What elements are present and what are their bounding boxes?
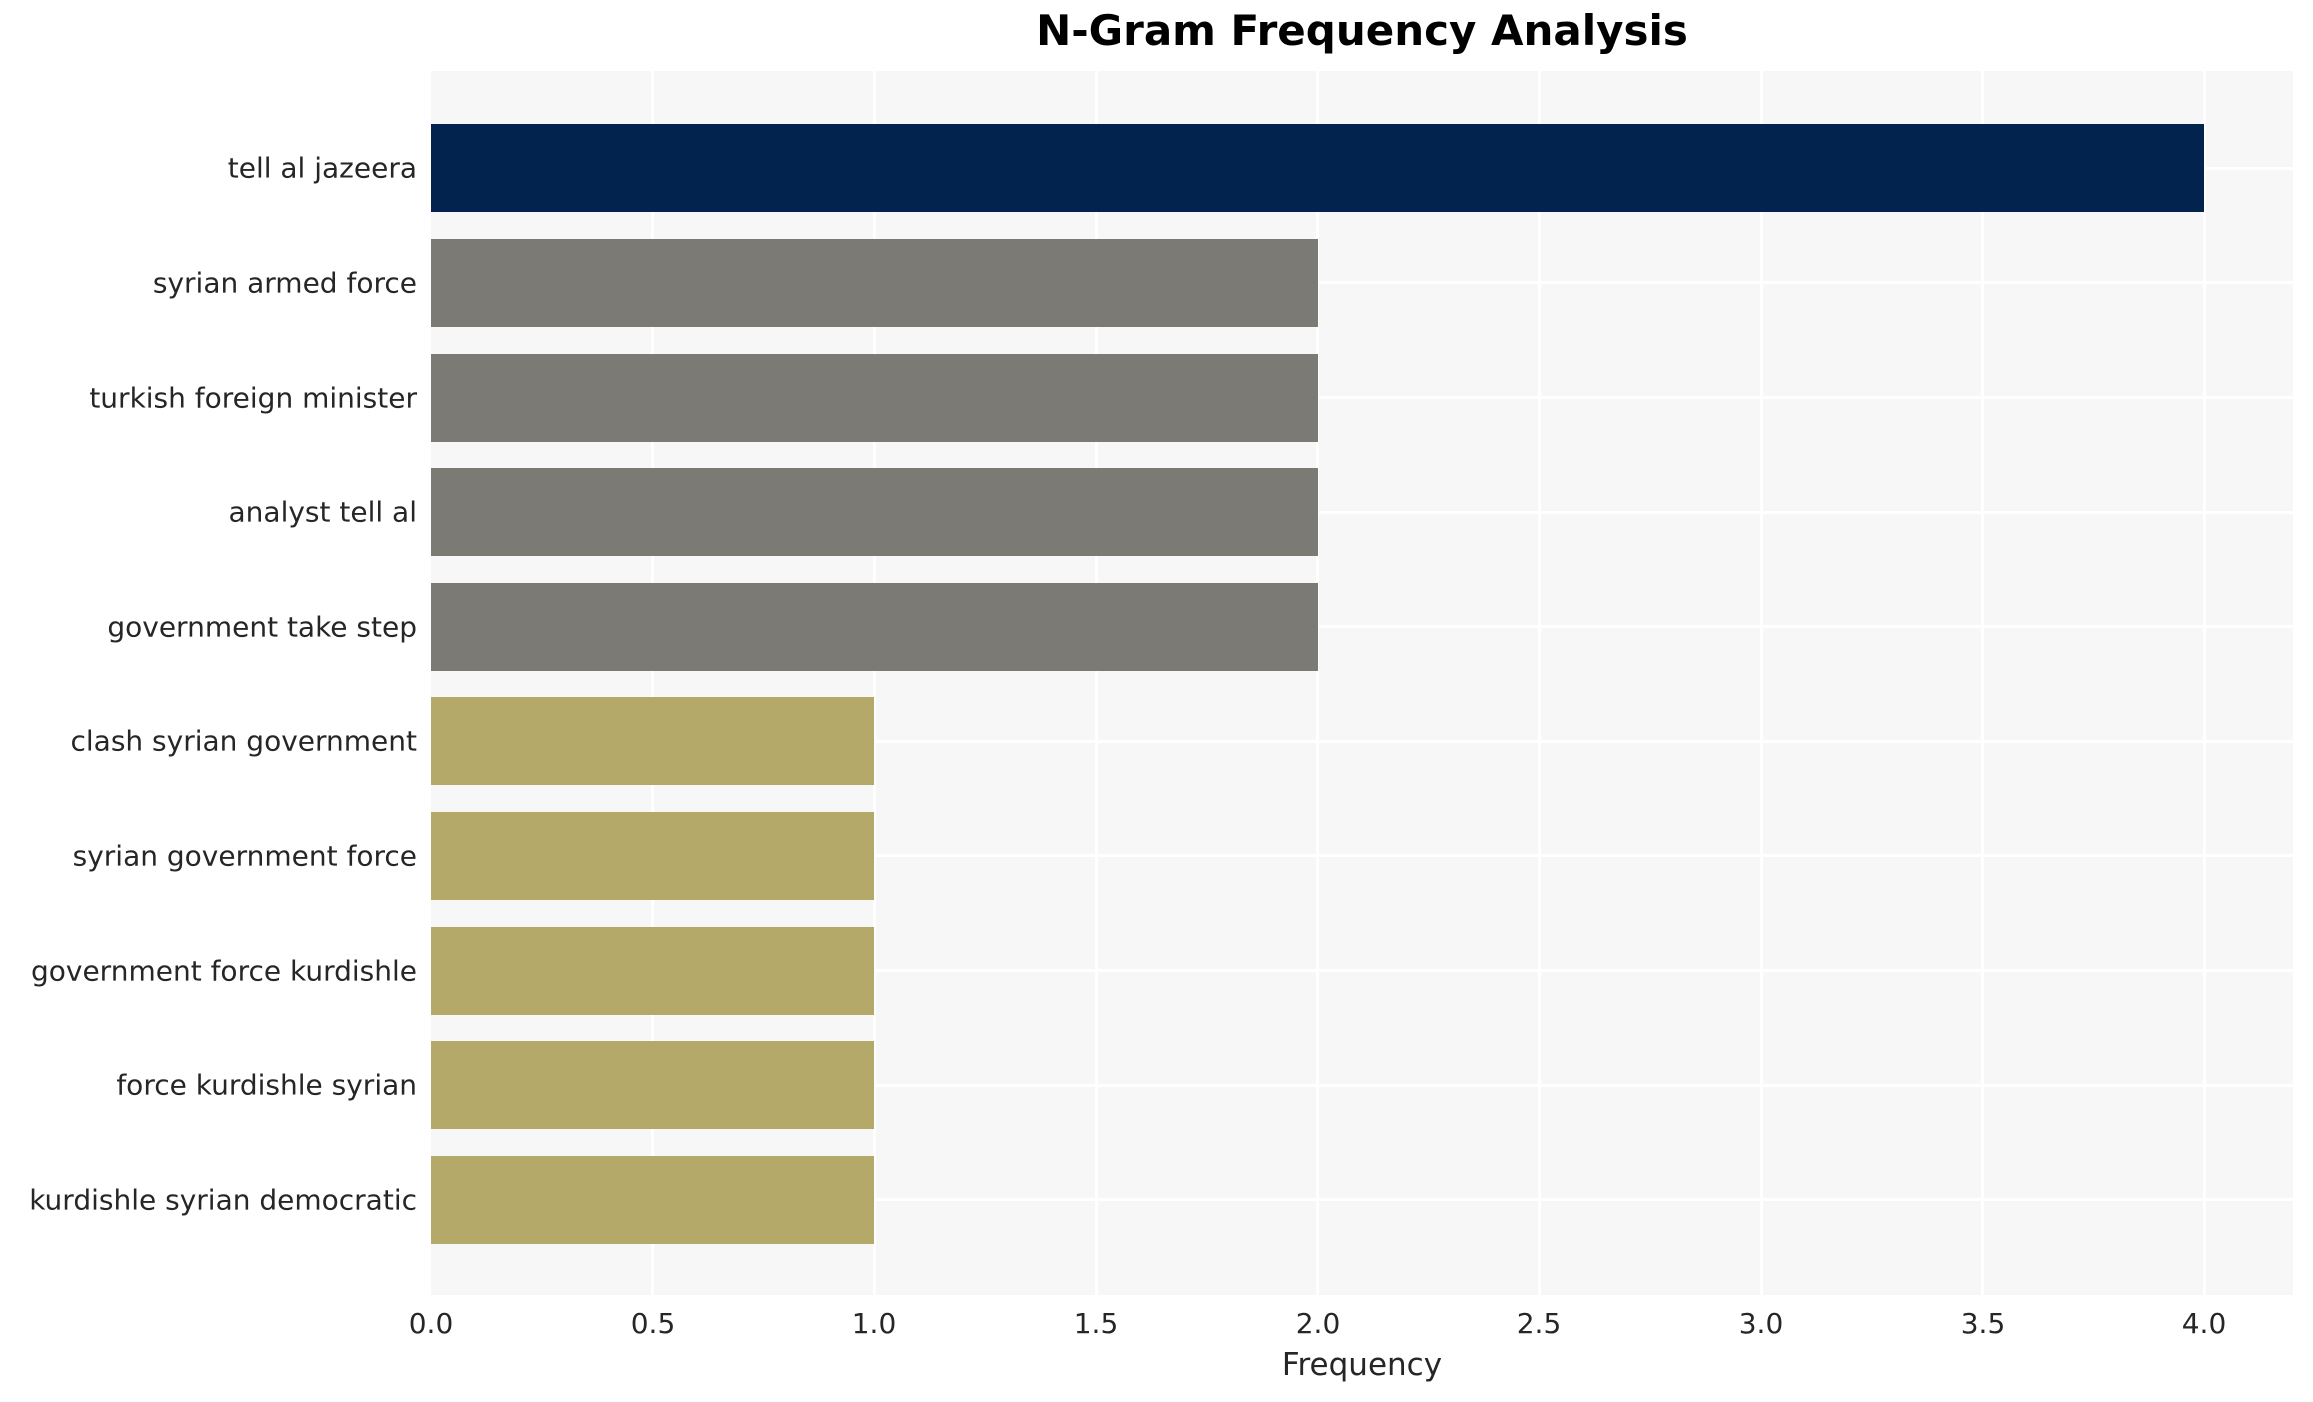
gridline-y-2 (431, 281, 2293, 284)
gridline-x-1.5 (1095, 71, 1098, 1295)
plot-area (431, 71, 2293, 1295)
x-tick-label-3.5: 3.5 (1960, 1307, 2006, 1340)
y-tick-label-kurdishle-syrian-democratic: kurdishle syrian democratic (29, 1183, 417, 1217)
bar-clash-syrian-government (431, 697, 874, 785)
bar-turkish-foreign-minister (431, 354, 1318, 442)
gridline-x-4.0 (2203, 71, 2206, 1295)
y-tick-label-force-kurdishle-syrian: force kurdishle syrian (116, 1068, 417, 1102)
gridline-y-6 (431, 740, 2293, 743)
bar-tell-al-jazeera (431, 124, 2204, 212)
gridline-x-3.5 (1981, 71, 1984, 1295)
x-axis-label: Frequency (1281, 1347, 1443, 1383)
y-tick-label-syrian-government-force: syrian government force (72, 839, 417, 873)
y-tick-label-government-force-kurdishle: government force kurdishle (30, 954, 417, 988)
x-tick-label-4.0: 4.0 (2181, 1307, 2227, 1340)
y-tick-label-clash-syrian-government: clash syrian government (70, 724, 417, 758)
gridline-y-5 (431, 625, 2293, 628)
gridline-x-0.5 (651, 71, 654, 1295)
x-tick-label-1.5: 1.5 (1073, 1307, 1119, 1340)
gridline-y-8 (431, 969, 2293, 972)
chart-title: N-Gram Frequency Analysis (1036, 6, 1688, 55)
bar-government-take-step (431, 583, 1318, 671)
gridline-y-10 (431, 1198, 2293, 1201)
bar-syrian-government-force (431, 812, 874, 900)
bar-kurdishle-syrian-democratic (431, 1156, 874, 1244)
bar-force-kurdishle-syrian (431, 1041, 874, 1129)
bar-government-force-kurdishle (431, 927, 874, 1015)
x-tick-label-2.0: 2.0 (1295, 1307, 1341, 1340)
x-tick-label-3.0: 3.0 (1738, 1307, 1784, 1340)
y-tick-label-turkish-foreign-minister: turkish foreign minister (89, 381, 417, 415)
x-tick-label-0.5: 0.5 (630, 1307, 676, 1340)
x-tick-label-1.0: 1.0 (851, 1307, 897, 1340)
gridline-x-2.0 (1316, 71, 1319, 1295)
gridline-y-3 (431, 396, 2293, 399)
gridline-x-3.0 (1760, 71, 1763, 1295)
gridline-x-2.5 (1538, 71, 1541, 1295)
x-tick-label-2.5: 2.5 (1516, 1307, 1562, 1340)
bar-syrian-armed-force (431, 239, 1318, 327)
y-tick-label-syrian-armed-force: syrian armed force (152, 266, 417, 300)
y-tick-label-analyst-tell-al: analyst tell al (228, 495, 417, 529)
y-tick-label-tell-al-jazeera: tell al jazeera (227, 151, 417, 185)
gridline-y-9 (431, 1084, 2293, 1087)
x-tick-label-0.0: 0.0 (408, 1307, 454, 1340)
gridline-y-7 (431, 854, 2293, 857)
gridline-x-1.0 (873, 71, 876, 1295)
gridline-y-4 (431, 511, 2293, 514)
y-tick-label-government-take-step: government take step (107, 610, 417, 644)
bar-analyst-tell-al (431, 468, 1318, 556)
